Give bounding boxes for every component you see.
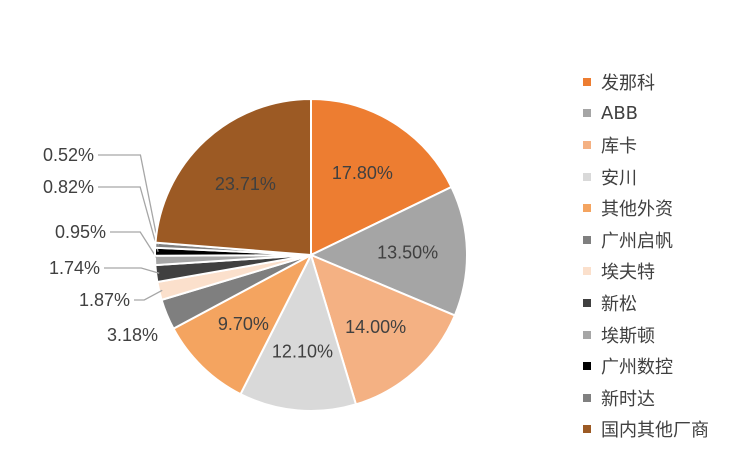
pie-slice	[154, 97, 312, 257]
pie-slice	[308, 185, 468, 317]
slice-data-label: 0.82%	[43, 177, 94, 197]
legend-swatch	[583, 362, 591, 371]
leader-line	[104, 267, 160, 274]
legend-swatch	[583, 267, 591, 276]
legend-label: 国内其他厂商	[601, 420, 709, 442]
pie-slice	[309, 253, 457, 406]
legend-swatch	[583, 235, 591, 244]
legend-label: 其他外资	[601, 199, 673, 221]
legend-item: ABB	[583, 98, 709, 130]
legend-item: 新时达	[583, 382, 709, 414]
pie-slice	[239, 252, 358, 412]
legend-item: 库卡	[583, 129, 709, 161]
slice-data-label: 12.10%	[272, 341, 333, 361]
leader-line	[98, 186, 159, 252]
slice-data-label: 1.74%	[49, 258, 100, 278]
legend-swatch	[583, 330, 591, 339]
slice-data-label: 1.87%	[79, 290, 130, 310]
slice-data-label: 14.00%	[345, 317, 406, 337]
legend-swatch	[583, 109, 591, 118]
legend-label: 广州数控	[601, 357, 673, 379]
legend-label: ABB	[601, 102, 639, 124]
slice-data-label: 9.70%	[218, 314, 269, 334]
leader-line	[110, 231, 159, 261]
legend-label: 新松	[601, 293, 637, 315]
legend: 发那科 ABB 库卡安川其他外资广州启帆埃夫特新松埃斯顿广州数控新时达国内其他厂商	[583, 66, 709, 445]
legend-swatch	[583, 298, 591, 307]
pie-slice	[310, 97, 453, 257]
legend-item: 发那科	[583, 66, 709, 98]
legend-item: 广州数控	[583, 350, 709, 382]
legend-swatch	[583, 140, 591, 149]
slice-data-label: 0.52%	[43, 145, 94, 165]
slice-data-label: 23.71%	[215, 174, 276, 194]
legend-label: 埃夫特	[601, 262, 655, 284]
slice-data-label: 17.80%	[332, 163, 393, 183]
legend-swatch	[583, 172, 591, 181]
pie-slice	[172, 252, 314, 396]
legend-swatch	[583, 393, 591, 402]
legend-item: 安川	[583, 161, 709, 193]
legend-label: 安川	[601, 167, 637, 189]
slice-data-label: 3.18%	[107, 325, 158, 345]
legend-label: 库卡	[601, 135, 637, 157]
legend-item: 其他外资	[583, 192, 709, 224]
legend-label: 新时达	[601, 388, 655, 410]
legend-item: 新松	[583, 287, 709, 319]
legend-item: 埃夫特	[583, 256, 709, 288]
legend-label: 广州启帆	[601, 230, 673, 252]
slice-data-label: 0.95%	[55, 222, 106, 242]
legend-swatch	[583, 425, 591, 434]
legend-swatch	[583, 204, 591, 213]
slice-data-label: 13.50%	[377, 242, 438, 262]
legend-swatch	[583, 77, 591, 86]
leader-line	[98, 154, 160, 246]
legend-label: 发那科	[601, 72, 655, 94]
legend-item: 广州启帆	[583, 224, 709, 256]
leader-line	[134, 289, 163, 301]
legend-item: 国内其他厂商	[583, 414, 709, 446]
legend-label: 埃斯顿	[601, 325, 655, 347]
legend-item: 埃斯顿	[583, 319, 709, 351]
